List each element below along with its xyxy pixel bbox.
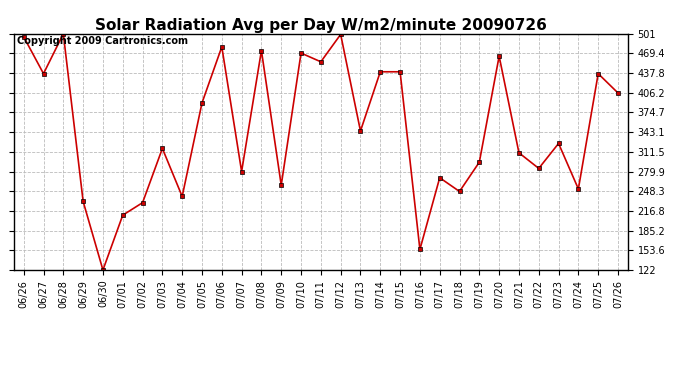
Text: Copyright 2009 Cartronics.com: Copyright 2009 Cartronics.com	[17, 36, 188, 46]
Title: Solar Radiation Avg per Day W/m2/minute 20090726: Solar Radiation Avg per Day W/m2/minute …	[95, 18, 546, 33]
